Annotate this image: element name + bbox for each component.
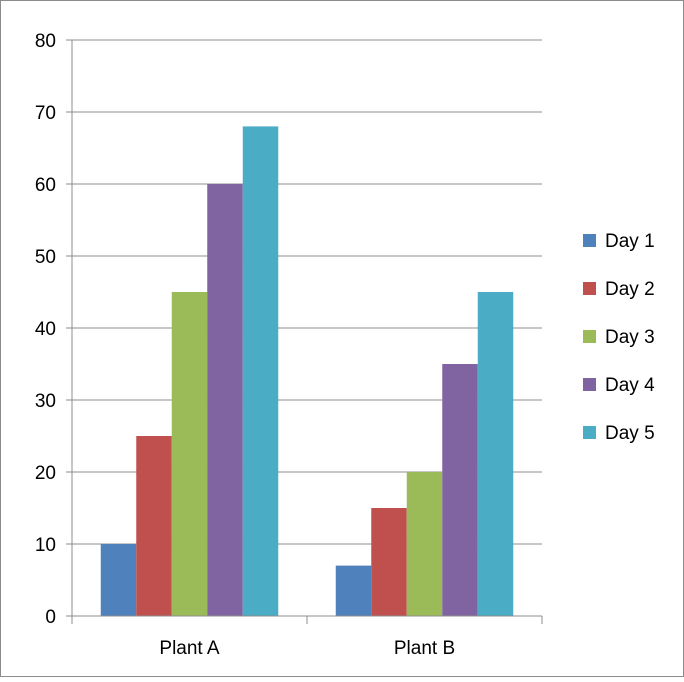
y-tick-label: 10 bbox=[35, 535, 56, 556]
legend-label: Day 3 bbox=[605, 327, 655, 348]
legend-swatch bbox=[583, 282, 596, 295]
y-tick-label: 60 bbox=[35, 175, 56, 196]
legend-label: Day 5 bbox=[605, 423, 655, 444]
legend-swatch bbox=[583, 234, 596, 247]
bar-plant-b-day-3 bbox=[406, 472, 443, 616]
bar-plant-b-day-1 bbox=[335, 565, 372, 616]
y-tick-label: 20 bbox=[35, 463, 56, 484]
legend-label: Day 4 bbox=[605, 375, 655, 396]
legend-swatch bbox=[583, 330, 596, 343]
legend-label: Day 1 bbox=[605, 231, 655, 252]
bars bbox=[100, 126, 514, 617]
x-category-label: Plant B bbox=[394, 638, 455, 659]
legend: Day 1 Day 2 Day 3 Day 4 Day 5 bbox=[583, 231, 655, 444]
bar-plant-a-day-5 bbox=[242, 126, 279, 617]
y-tick-label: 0 bbox=[45, 607, 56, 628]
x-category-label: Plant A bbox=[159, 638, 220, 659]
bar-plant-a-day-4 bbox=[207, 184, 243, 616]
bar-plant-b-day-2 bbox=[371, 508, 407, 616]
axes: 0 10 20 30 40 50 60 70 80 Plant A Plant B bbox=[35, 31, 543, 659]
bar-plant-b-day-4 bbox=[442, 364, 478, 616]
y-tick-label: 50 bbox=[35, 247, 56, 268]
y-tick-label: 80 bbox=[35, 31, 56, 52]
legend-swatch bbox=[583, 426, 596, 439]
bar-plant-a-day-3 bbox=[171, 292, 208, 616]
bar-plant-a-day-1 bbox=[100, 544, 137, 616]
legend-label: Day 2 bbox=[605, 279, 655, 300]
legend-swatch bbox=[583, 378, 596, 391]
y-tick-label: 40 bbox=[35, 319, 56, 340]
y-tick-label: 70 bbox=[35, 103, 56, 124]
bar-plant-b-day-5 bbox=[477, 292, 514, 616]
y-tick-label: 30 bbox=[35, 391, 56, 412]
bar-plant-a-day-2 bbox=[136, 436, 172, 616]
